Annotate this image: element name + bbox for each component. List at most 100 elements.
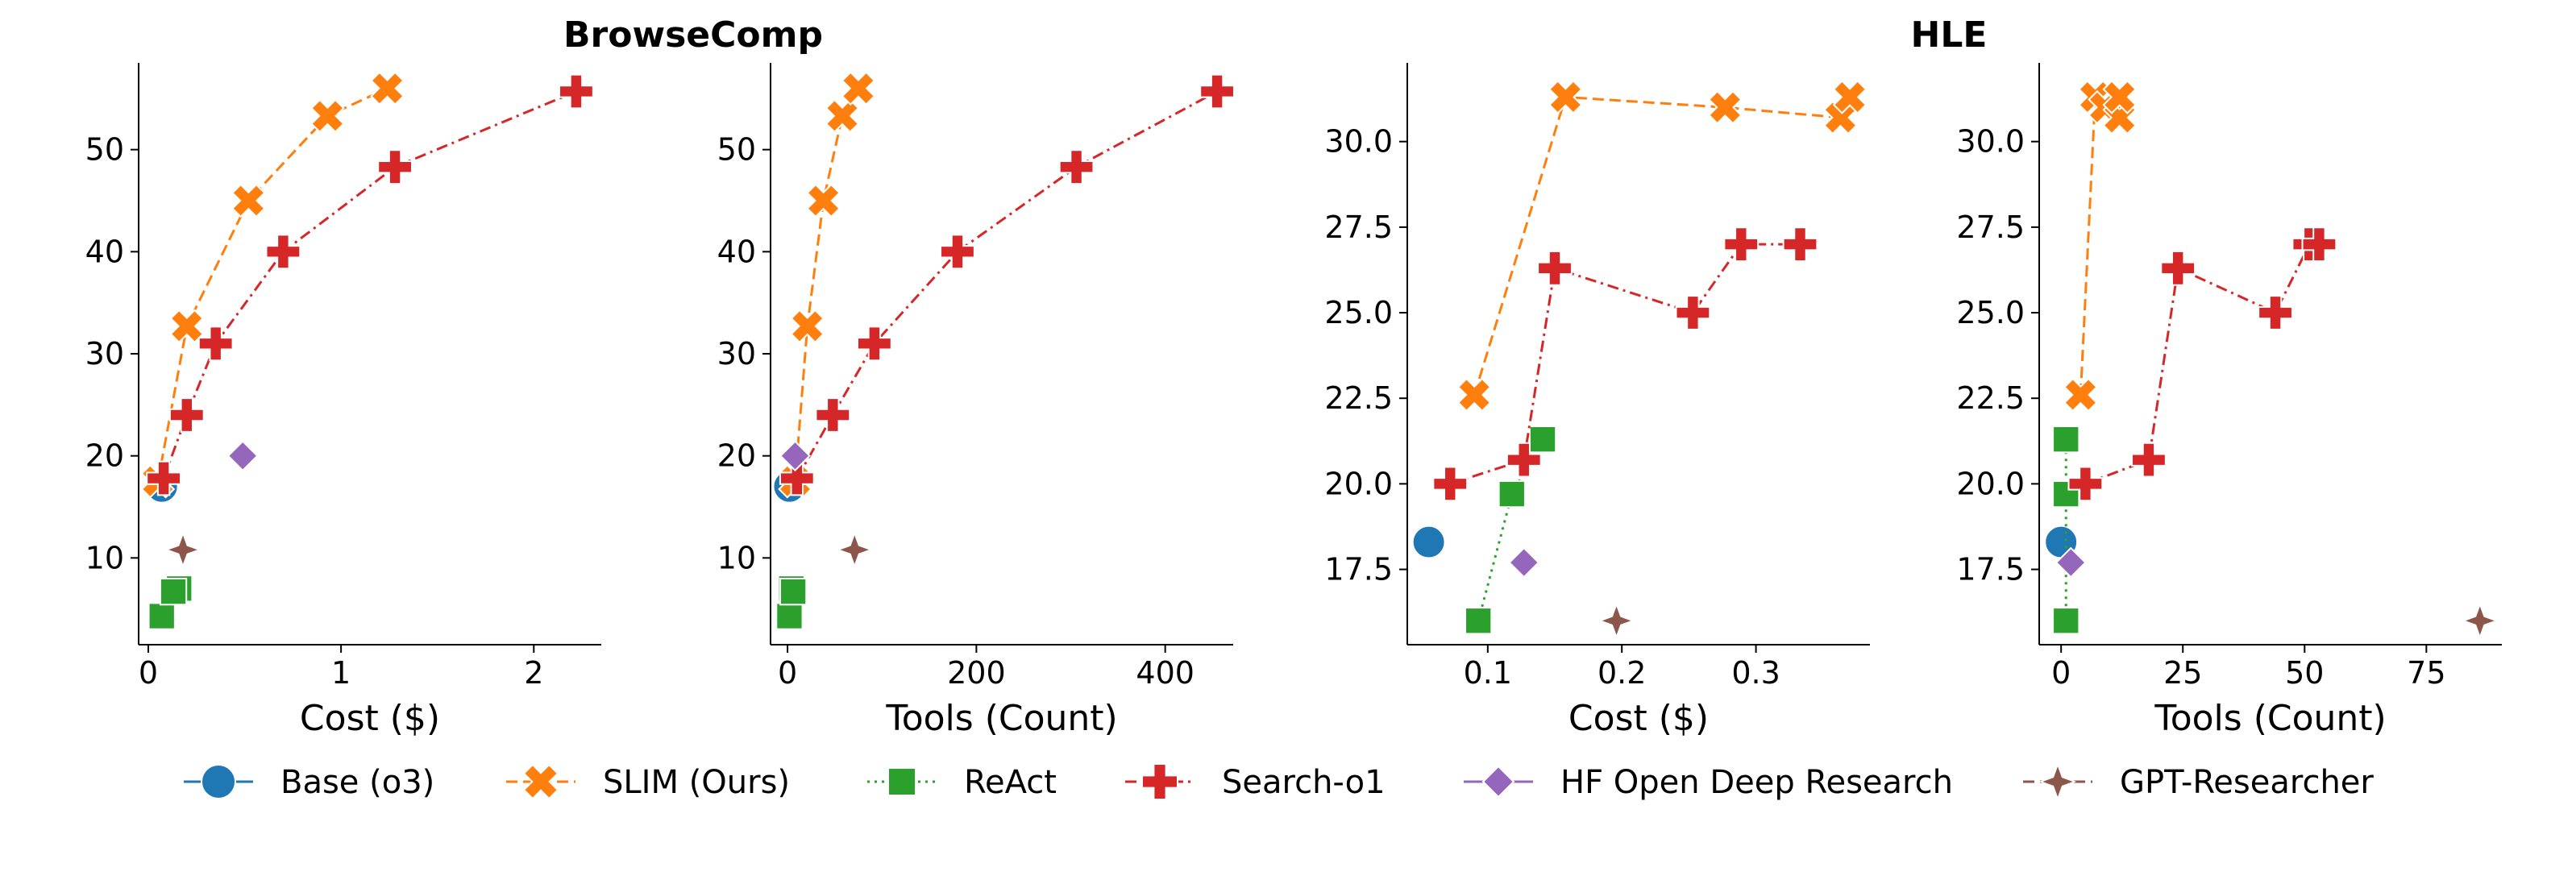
data-point-search-o1 — [779, 460, 815, 496]
data-point-search-o1 — [197, 326, 234, 362]
data-point-search-o1 — [559, 73, 594, 110]
data-point-slim-ours — [1823, 100, 1858, 135]
legend-marker — [887, 767, 916, 796]
data-point-hf-open-deep-research — [2055, 546, 2087, 579]
series-line-search-o1 — [1449, 243, 1801, 485]
y-tick-label: 50 — [85, 132, 124, 168]
series-gpt-researcher — [164, 532, 202, 568]
series-gpt-researcher — [1598, 603, 1635, 639]
data-point-search-o1 — [265, 234, 301, 270]
y-tick-label: 20 — [85, 438, 124, 474]
data-point-slim-ours — [1832, 80, 1868, 114]
data-point-gpt-researcher — [837, 532, 873, 568]
x-tick-label: 200 — [947, 655, 1006, 691]
series-react — [147, 575, 193, 630]
chart-panel-1: 0 1 2 10 20 30 40 50 Cost ($) — [85, 63, 601, 739]
series-search-o1 — [146, 73, 594, 496]
data-point-react — [2052, 425, 2080, 454]
data-point-slim-ours — [2102, 80, 2137, 114]
series-hf-open-deep-research — [2055, 546, 2087, 579]
data-point-search-o1 — [1537, 250, 1573, 286]
legend-entry-react: ReAct — [867, 764, 1057, 801]
data-point-react — [779, 577, 808, 606]
legend-marker — [1141, 763, 1178, 800]
legend-marker — [1481, 765, 1515, 799]
x-tick-label: 75 — [2407, 655, 2445, 691]
legend-entry-search-o1: Search-o1 — [1125, 763, 1386, 801]
series-search-o1 — [779, 73, 1235, 496]
data-point-search-o1 — [146, 460, 181, 496]
data-point-hf-open-deep-research — [1508, 546, 1540, 579]
data-point-react — [2052, 607, 2080, 635]
data-point-hf-open-deep-research — [226, 440, 259, 472]
y-tick-label: 30 — [717, 336, 756, 372]
x-tick-label: 0.1 — [1464, 655, 1512, 691]
series-hf-open-deep-research — [1508, 546, 1540, 579]
data-point-gpt-researcher — [1598, 603, 1635, 639]
data-point-slim-ours — [2063, 377, 2098, 413]
x-axis-label: Cost ($) — [300, 698, 440, 739]
data-point-search-o1 — [1782, 226, 1818, 262]
data-point-search-o1 — [2160, 250, 2196, 286]
data-point-react — [159, 577, 188, 606]
y-tick-label: 40 — [717, 234, 756, 269]
legend-label: Base (o3) — [280, 764, 434, 801]
y-tick-label: 10 — [717, 540, 756, 575]
series-line-search-o1 — [2084, 243, 2320, 485]
data-point-react — [1528, 425, 1557, 454]
data-point-slim-ours — [1456, 377, 1492, 413]
data-point-search-o1 — [815, 397, 851, 433]
series-react — [775, 575, 808, 630]
data-point-slim-ours — [1548, 80, 1583, 114]
data-point-search-o1 — [2067, 466, 2104, 502]
chart-panel-2: 0 200 400 10 20 30 40 50 Tools (Count) — [717, 63, 1235, 739]
x-tick-label: 400 — [1136, 655, 1195, 691]
data-point-hf-open-deep-research — [779, 440, 811, 472]
series-slim-ours — [2063, 80, 2137, 413]
series-gpt-researcher — [837, 532, 873, 568]
series-hf-open-deep-research — [779, 440, 811, 472]
series-react — [2052, 425, 2080, 635]
x-tick-label: 1 — [331, 655, 351, 691]
legend-marker — [2038, 762, 2077, 801]
x-axis-label: Tools (Count) — [2154, 698, 2386, 739]
data-point-react — [147, 602, 176, 630]
data-point-react — [775, 602, 804, 630]
legend-label: ReAct — [964, 764, 1057, 801]
series-line-react — [1477, 438, 1544, 621]
y-tick-label: 50 — [717, 132, 756, 168]
x-axis-label: Cost ($) — [1568, 698, 1709, 739]
y-tick-label: 22.5 — [1956, 380, 2025, 416]
data-point-slim-ours — [825, 98, 860, 134]
data-point-search-o1 — [1432, 466, 1469, 502]
y-tick-label: 17.5 — [1324, 552, 1393, 587]
legend-label: SLIM (Ours) — [603, 764, 790, 801]
data-point-search-o1 — [1199, 73, 1235, 110]
series-slim-ours — [1456, 80, 1868, 413]
y-tick-label: 30.0 — [1956, 124, 2025, 160]
data-point-slim-ours — [231, 183, 266, 218]
data-point-search-o1 — [1506, 442, 1542, 478]
y-tick-label: 30 — [85, 336, 124, 372]
x-tick-label: 2 — [524, 655, 543, 691]
data-point-search-o1 — [940, 234, 975, 270]
series-line-search-o1 — [162, 90, 577, 479]
x-tick-label: 0 — [2051, 655, 2071, 691]
series-slim-ours — [778, 71, 876, 499]
data-point-react — [1498, 479, 1526, 508]
data-point-slim-ours — [841, 71, 876, 106]
x-tick-label: 0.3 — [1731, 655, 1780, 691]
y-tick-label: 27.5 — [1324, 210, 1393, 245]
y-tick-label: 22.5 — [1324, 380, 1393, 416]
series-line-slim-ours — [2079, 93, 2121, 396]
y-tick-label: 20 — [717, 438, 756, 474]
legend-entry-gpt-researcher: GPT-Researcher — [2023, 762, 2374, 801]
data-point-gpt-researcher — [164, 532, 202, 568]
data-point-search-o1 — [1675, 295, 1711, 330]
legend-entry-slim-ours: SLIM (Ours) — [506, 763, 790, 801]
chart-panels: 0 1 2 10 20 30 40 50 Cost ($) 0 200 400 10 20 30 40 50 To… — [85, 63, 2502, 739]
data-point-search-o1 — [856, 326, 892, 362]
legend: Base (o3) SLIM (Ours) ReAct Search-o1 HF Ope… — [184, 762, 2374, 801]
legend-entry-base-o3: Base (o3) — [184, 764, 434, 801]
